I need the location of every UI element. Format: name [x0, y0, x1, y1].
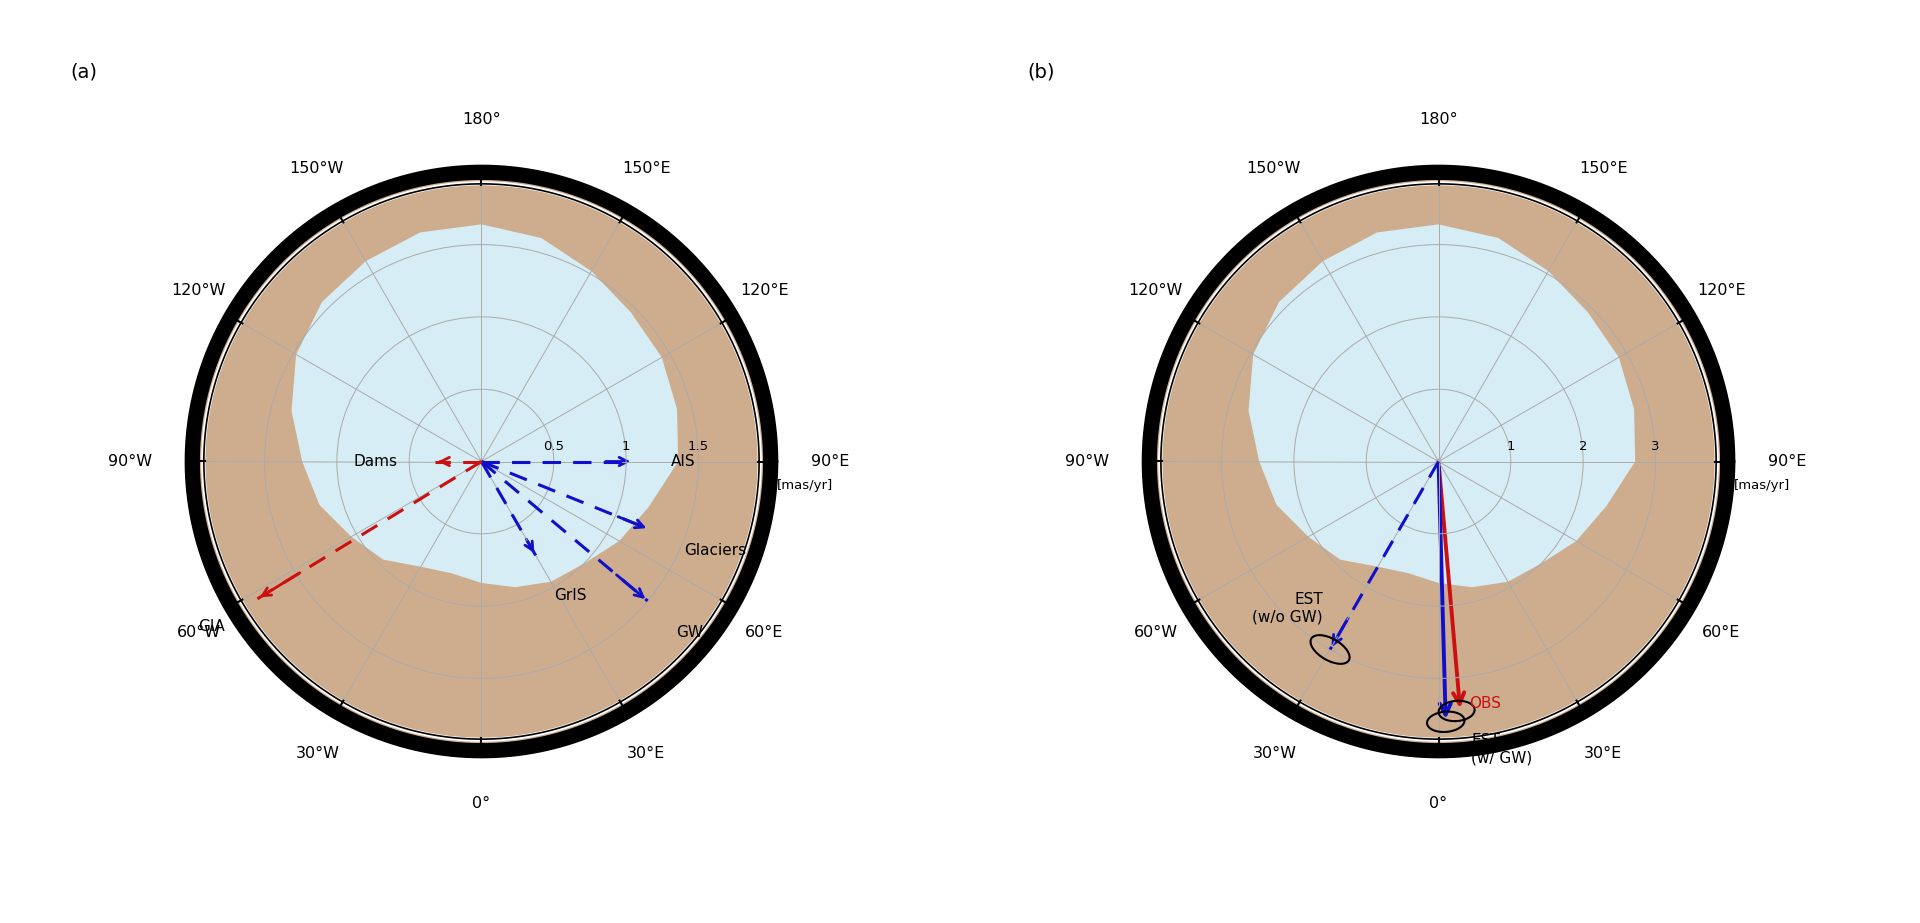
- Circle shape: [1150, 173, 1728, 750]
- Text: GW: GW: [676, 625, 703, 640]
- Text: 180°: 180°: [1419, 113, 1457, 127]
- Text: Dams: Dams: [353, 454, 397, 469]
- Text: 60°E: 60°E: [1703, 625, 1741, 640]
- Text: Glaciers: Glaciers: [684, 544, 747, 558]
- Text: 1: 1: [622, 440, 630, 453]
- Text: EST
(w/o GW): EST (w/o GW): [1252, 592, 1323, 624]
- Text: 0°: 0°: [1430, 796, 1448, 810]
- Text: 0.5: 0.5: [543, 440, 564, 453]
- Text: EST
(w/ GW): EST (w/ GW): [1471, 733, 1532, 765]
- Text: 60°W: 60°W: [177, 625, 221, 640]
- Text: 3: 3: [1651, 440, 1659, 453]
- Text: 120°W: 120°W: [171, 283, 227, 298]
- Text: 60°E: 60°E: [745, 625, 783, 640]
- Text: 150°E: 150°E: [1578, 161, 1628, 176]
- Text: 30°W: 30°W: [296, 746, 340, 761]
- Circle shape: [192, 173, 770, 750]
- Text: [mas/yr]: [mas/yr]: [1734, 479, 1789, 492]
- Text: (a): (a): [71, 63, 98, 81]
- Text: [mas/yr]: [mas/yr]: [776, 479, 833, 492]
- Text: 4: 4: [1724, 440, 1732, 453]
- Text: 150°W: 150°W: [290, 161, 344, 176]
- Text: 0°: 0°: [472, 796, 490, 810]
- Text: 2: 2: [766, 440, 776, 453]
- Text: (b): (b): [1027, 63, 1056, 81]
- Text: 2: 2: [1578, 440, 1588, 453]
- Text: 120°E: 120°E: [741, 283, 789, 298]
- Text: 90°W: 90°W: [108, 454, 152, 469]
- Text: 30°E: 30°E: [626, 746, 664, 761]
- Text: AIS: AIS: [670, 454, 695, 469]
- Text: 150°W: 150°W: [1246, 161, 1302, 176]
- Text: 1: 1: [1507, 440, 1515, 453]
- Text: 180°: 180°: [463, 113, 501, 127]
- Polygon shape: [292, 224, 678, 587]
- Text: 30°W: 30°W: [1252, 746, 1296, 761]
- Text: GrIS: GrIS: [555, 588, 588, 603]
- Text: 120°E: 120°E: [1697, 283, 1745, 298]
- Text: 120°W: 120°W: [1129, 283, 1183, 298]
- Text: 30°E: 30°E: [1584, 746, 1622, 761]
- Text: 90°E: 90°E: [810, 454, 849, 469]
- Text: GIA: GIA: [198, 618, 225, 633]
- Text: 90°E: 90°E: [1768, 454, 1807, 469]
- Text: 90°W: 90°W: [1066, 454, 1110, 469]
- Polygon shape: [1248, 224, 1636, 587]
- Text: 1.5: 1.5: [687, 440, 708, 453]
- Text: OBS: OBS: [1469, 697, 1501, 712]
- Text: 60°W: 60°W: [1133, 625, 1177, 640]
- Text: 150°E: 150°E: [622, 161, 670, 176]
